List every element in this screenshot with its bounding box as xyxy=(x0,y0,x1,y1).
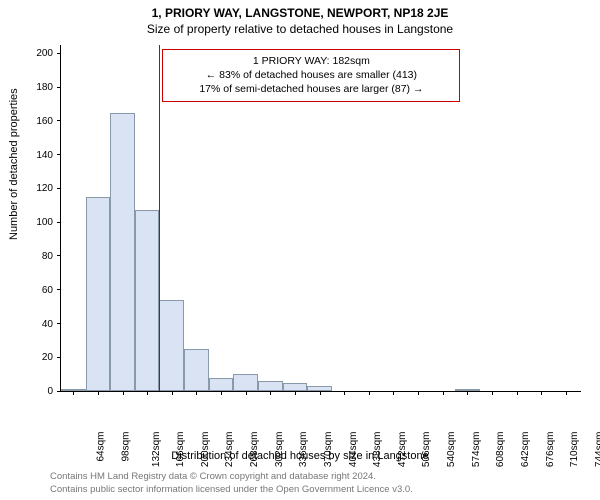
y-tick-mark xyxy=(57,188,61,189)
plot-area: 02040608010012014016018020064sqm98sqm132… xyxy=(60,45,581,392)
y-tick-mark xyxy=(57,289,61,290)
x-tick-mark xyxy=(98,391,99,395)
y-tick-label: 60 xyxy=(42,285,53,296)
histogram-bar xyxy=(135,210,160,391)
y-tick-label: 40 xyxy=(42,319,53,330)
y-tick-mark xyxy=(57,391,61,392)
x-tick-mark xyxy=(443,391,444,395)
x-tick-mark xyxy=(492,391,493,395)
y-tick-label: 140 xyxy=(36,150,53,161)
y-tick-label: 20 xyxy=(42,352,53,363)
x-tick-mark xyxy=(196,391,197,395)
x-tick-mark xyxy=(517,391,518,395)
y-tick-label: 160 xyxy=(36,116,53,127)
y-axis-label: Number of detached properties xyxy=(8,88,20,240)
y-tick-mark xyxy=(57,222,61,223)
y-tick-label: 0 xyxy=(47,386,53,397)
y-tick-label: 80 xyxy=(42,251,53,262)
histogram-bar xyxy=(209,378,234,392)
x-tick-mark xyxy=(295,391,296,395)
histogram-plot: 02040608010012014016018020064sqm98sqm132… xyxy=(60,46,580,392)
x-tick-mark xyxy=(320,391,321,395)
annotation-line: 17% of semi-detached houses are larger (… xyxy=(171,82,451,96)
y-tick-mark xyxy=(57,53,61,54)
footer-line-2: Contains public sector information licen… xyxy=(50,484,413,495)
histogram-bar xyxy=(233,374,258,391)
x-tick-mark xyxy=(369,391,370,395)
histogram-bar xyxy=(86,197,111,391)
y-tick-mark xyxy=(57,323,61,324)
reference-line xyxy=(159,45,160,391)
x-tick-mark xyxy=(172,391,173,395)
x-axis-label: Distribution of detached houses by size … xyxy=(0,450,600,462)
y-tick-mark xyxy=(57,357,61,358)
x-tick-mark xyxy=(147,391,148,395)
histogram-bar xyxy=(184,349,209,391)
y-tick-label: 120 xyxy=(36,183,53,194)
histogram-bar xyxy=(159,300,184,391)
y-tick-label: 100 xyxy=(36,217,53,228)
y-tick-mark xyxy=(57,87,61,88)
title-main: 1, PRIORY WAY, LANGSTONE, NEWPORT, NP18 … xyxy=(0,6,600,20)
y-tick-mark xyxy=(57,255,61,256)
histogram-bar xyxy=(110,113,135,391)
x-tick-mark xyxy=(393,391,394,395)
x-tick-mark xyxy=(246,391,247,395)
annotation-box: 1 PRIORY WAY: 182sqm← 83% of detached ho… xyxy=(162,49,460,102)
x-tick-mark xyxy=(541,391,542,395)
title-sub: Size of property relative to detached ho… xyxy=(0,22,600,36)
x-tick-mark xyxy=(566,391,567,395)
x-tick-mark xyxy=(467,391,468,395)
y-tick-label: 200 xyxy=(36,48,53,59)
x-tick-mark xyxy=(418,391,419,395)
x-tick-mark xyxy=(123,391,124,395)
y-tick-mark xyxy=(57,154,61,155)
y-tick-mark xyxy=(57,120,61,121)
x-tick-mark xyxy=(221,391,222,395)
annotation-line: 1 PRIORY WAY: 182sqm xyxy=(171,54,451,68)
histogram-bar xyxy=(258,381,283,391)
x-tick-mark xyxy=(270,391,271,395)
x-tick-mark xyxy=(344,391,345,395)
annotation-line: ← 83% of detached houses are smaller (41… xyxy=(171,68,451,82)
histogram-bar xyxy=(283,383,308,391)
x-tick-mark xyxy=(73,391,74,395)
y-tick-label: 180 xyxy=(36,82,53,93)
footer-line-1: Contains HM Land Registry data © Crown c… xyxy=(50,471,376,482)
